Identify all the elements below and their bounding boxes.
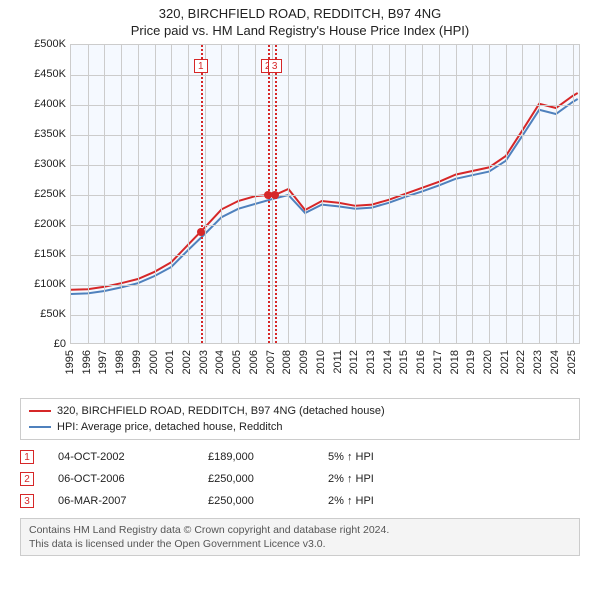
legend-label: 320, BIRCHFIELD ROAD, REDDITCH, B97 4NG … <box>57 405 385 417</box>
footer: Contains HM Land Registry data © Crown c… <box>20 518 580 556</box>
event-number-box: 1 <box>20 450 34 464</box>
series-line <box>71 93 578 290</box>
event-line <box>201 45 203 343</box>
event-date: 06-MAR-2007 <box>58 495 208 507</box>
event-price: £189,000 <box>208 451 328 463</box>
x-axis-label: 2020 <box>482 350 494 374</box>
event-dot <box>271 191 279 199</box>
x-axis-label: 2001 <box>164 350 176 374</box>
legend-item: HPI: Average price, detached house, Redd… <box>29 419 571 435</box>
x-axis-label: 2000 <box>148 350 160 374</box>
x-axis-label: 1997 <box>97 350 109 374</box>
event-row: 1 04-OCT-2002£189,0005% ↑ HPI <box>20 446 580 468</box>
page-subtitle: Price paid vs. HM Land Registry's House … <box>0 23 600 38</box>
x-axis-label: 2004 <box>214 350 226 374</box>
y-axis-label: £350K <box>34 128 66 140</box>
y-axis-label: £300K <box>34 158 66 170</box>
event-number-box: 3 <box>20 494 34 508</box>
y-axis-label: £500K <box>34 38 66 50</box>
y-axis-label: £100K <box>34 278 66 290</box>
y-axis-label: £150K <box>34 248 66 260</box>
events-table: 1 04-OCT-2002£189,0005% ↑ HPI 2 06-OCT-2006… <box>20 446 580 512</box>
x-axis-label: 1995 <box>64 350 76 374</box>
x-axis-label: 2012 <box>348 350 360 374</box>
x-axis-label: 2024 <box>549 350 561 374</box>
x-axis-label: 1996 <box>81 350 93 374</box>
event-marker-box: 3 <box>268 59 282 73</box>
footer-line-1: Contains HM Land Registry data © Crown c… <box>29 523 571 537</box>
x-axis-label: 2006 <box>248 350 260 374</box>
x-axis-label: 2016 <box>415 350 427 374</box>
x-axis-label: 2013 <box>365 350 377 374</box>
x-axis-label: 2002 <box>181 350 193 374</box>
y-axis-label: £250K <box>34 188 66 200</box>
x-axis-label: 2007 <box>265 350 277 374</box>
x-axis-label: 2017 <box>432 350 444 374</box>
x-axis-label: 2009 <box>298 350 310 374</box>
y-axis-label: £200K <box>34 218 66 230</box>
event-marker-box: 1 <box>194 59 208 73</box>
x-axis-label: 2005 <box>231 350 243 374</box>
event-row: 3 06-MAR-2007£250,0002% ↑ HPI <box>20 490 580 512</box>
x-axis-label: 2011 <box>332 350 344 374</box>
x-axis-label: 2003 <box>198 350 210 374</box>
legend-label: HPI: Average price, detached house, Redd… <box>57 421 282 433</box>
y-axis-label: £400K <box>34 98 66 110</box>
x-axis-label: 2008 <box>281 350 293 374</box>
chart: £0 £50K £100K £150K £200K £250K £300K £350K £400… <box>20 44 580 394</box>
y-axis-label: £0 <box>54 338 66 350</box>
x-axis-label: 2019 <box>465 350 477 374</box>
event-price: £250,000 <box>208 473 328 485</box>
x-axis-label: 2022 <box>515 350 527 374</box>
event-date: 06-OCT-2006 <box>58 473 208 485</box>
legend-swatch <box>29 426 51 428</box>
footer-line-2: This data is licensed under the Open Gov… <box>29 537 571 551</box>
x-axis-label: 2023 <box>532 350 544 374</box>
event-date: 04-OCT-2002 <box>58 451 208 463</box>
legend-swatch <box>29 410 51 412</box>
x-axis-label: 2025 <box>566 350 578 374</box>
page-title: 320, BIRCHFIELD ROAD, REDDITCH, B97 4NG <box>0 6 600 21</box>
y-axis-label: £50K <box>40 308 66 320</box>
legend: 320, BIRCHFIELD ROAD, REDDITCH, B97 4NG … <box>20 398 580 440</box>
x-axis-label: 2010 <box>315 350 327 374</box>
event-pct: 2% ↑ HPI <box>328 473 468 485</box>
event-row: 2 06-OCT-2006£250,0002% ↑ HPI <box>20 468 580 490</box>
x-axis-label: 2018 <box>449 350 461 374</box>
x-axis-label: 1998 <box>114 350 126 374</box>
event-price: £250,000 <box>208 495 328 507</box>
plot-area: 123 <box>70 44 580 344</box>
series-line <box>71 99 578 294</box>
event-dot <box>197 228 205 236</box>
legend-item: 320, BIRCHFIELD ROAD, REDDITCH, B97 4NG … <box>29 403 571 419</box>
x-axis-label: 2021 <box>499 350 511 374</box>
y-axis-label: £450K <box>34 68 66 80</box>
event-number-box: 2 <box>20 472 34 486</box>
x-axis-label: 2015 <box>398 350 410 374</box>
event-pct: 2% ↑ HPI <box>328 495 468 507</box>
x-axis-label: 2014 <box>382 350 394 374</box>
event-pct: 5% ↑ HPI <box>328 451 468 463</box>
x-axis-label: 1999 <box>131 350 143 374</box>
